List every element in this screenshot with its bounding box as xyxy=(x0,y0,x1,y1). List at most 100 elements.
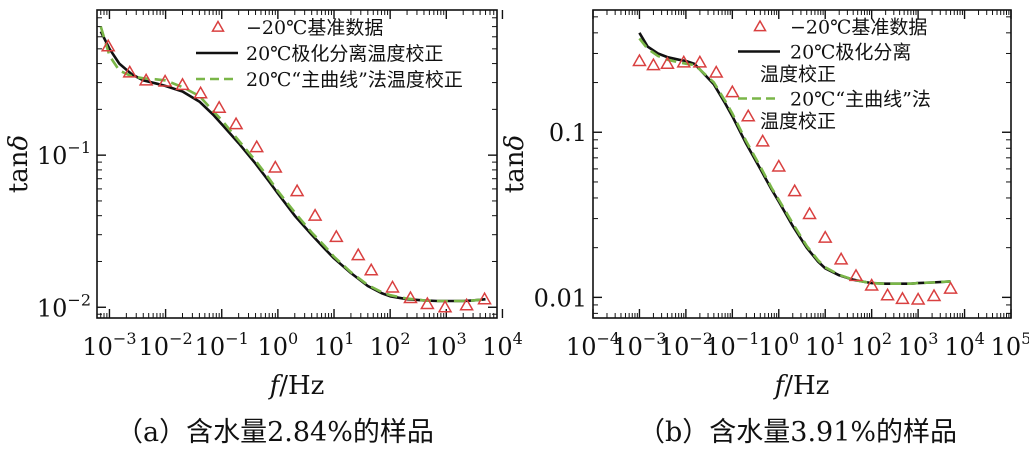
series-point xyxy=(880,287,895,301)
x-tick-exponent: −1 xyxy=(225,329,249,348)
y-tick-label: 10−1 xyxy=(37,138,91,170)
series-point xyxy=(329,229,344,243)
series-point xyxy=(437,299,453,313)
x-tick-label: 10−3 xyxy=(612,329,666,361)
x-axis-label-unit: /Hz xyxy=(279,371,324,401)
series-point xyxy=(708,65,724,78)
x-tick-label: 104 xyxy=(482,329,523,361)
y-axis-label-func: tan xyxy=(500,150,530,193)
legend-label-wrap: 温度校正 xyxy=(760,111,836,133)
plot-frame xyxy=(592,9,1012,319)
series-point xyxy=(228,116,244,130)
x-tick-exponent: 2 xyxy=(882,329,892,348)
legend-label: −20℃基准数据 xyxy=(790,17,927,39)
x-tick-exponent: −1 xyxy=(736,329,760,348)
x-tick-label: 10−3 xyxy=(82,329,136,361)
series-point xyxy=(848,268,864,282)
x-tick-exponent: −4 xyxy=(596,329,620,348)
caption-b: （b）含水量3.91%的样品 xyxy=(638,417,958,448)
minor-ticks xyxy=(593,10,1011,318)
legend-label-wrap: 温度校正 xyxy=(760,64,836,86)
x-tick-label: 103 xyxy=(898,329,939,361)
x-tick-label: 10−2 xyxy=(139,329,193,361)
x-tick-label: 10−1 xyxy=(705,329,759,361)
x-tick-exponent: 2 xyxy=(400,329,410,348)
x-tick-exponent: 4 xyxy=(513,329,523,348)
x-tick-exponent: 1 xyxy=(835,329,845,348)
x-tick-exponent: −3 xyxy=(113,329,137,348)
x-tick-exponent: 3 xyxy=(928,329,938,348)
y-axis-label-var: δ xyxy=(500,135,530,151)
series-point xyxy=(740,108,756,122)
series-point xyxy=(864,277,879,291)
x-tick-label: 100 xyxy=(258,329,299,361)
series-point xyxy=(755,133,770,147)
series-point xyxy=(307,208,323,221)
series-point xyxy=(385,279,400,293)
legend-label: 20℃“主曲线”法 xyxy=(790,89,931,111)
series-point xyxy=(660,56,675,69)
series-point xyxy=(193,85,208,99)
x-tick-exponent: −3 xyxy=(643,329,667,348)
series-point xyxy=(833,251,849,265)
x-axis-label: f/Hz xyxy=(268,371,325,401)
x-axis-label: f/Hz xyxy=(773,371,830,401)
plot-frame xyxy=(96,9,498,319)
x-tick-exponent: 4 xyxy=(975,329,985,348)
series-point xyxy=(725,84,740,98)
x-tick-exponent: 5 xyxy=(1021,329,1029,348)
x-tick-label: 100 xyxy=(758,329,799,361)
series-point xyxy=(350,247,366,261)
series-point xyxy=(943,281,958,294)
minor-ticks xyxy=(96,10,497,318)
x-tick-exponent: 3 xyxy=(456,329,466,348)
series-point xyxy=(771,159,787,172)
series-point xyxy=(175,77,190,91)
x-tick-label: 10−1 xyxy=(195,329,249,361)
legend-marker-triangle xyxy=(753,19,767,32)
series-point xyxy=(420,296,435,310)
legend-label: 20℃极化分离 xyxy=(790,42,911,64)
series-point xyxy=(138,72,154,86)
x-tick-label: 104 xyxy=(944,329,985,361)
y-axis-label-var: δ xyxy=(4,135,34,151)
y-tick-label: 10−2 xyxy=(37,290,91,322)
x-tick-label: 101 xyxy=(805,329,846,361)
y-tick-exponent: −1 xyxy=(67,138,91,157)
y-axis-label: tanδ xyxy=(4,135,34,193)
series-point xyxy=(676,54,692,68)
legend-marker-triangle xyxy=(211,19,225,32)
series-layer xyxy=(99,26,486,303)
series-point xyxy=(249,139,265,153)
series-point xyxy=(477,291,492,305)
series-point xyxy=(817,230,833,243)
y-axis-label: tanδ xyxy=(500,135,530,193)
caption-a: （a）含水量2.84%的样品 xyxy=(116,417,434,448)
x-tick-label: 102 xyxy=(370,329,411,361)
x-tick-label: 101 xyxy=(314,329,355,361)
series-point xyxy=(910,292,926,305)
x-tick-exponent: 1 xyxy=(344,329,354,348)
legend-label: 20℃极化分离温度校正 xyxy=(246,43,443,65)
y-axis-label-func: tan xyxy=(4,150,34,193)
legend-label: 20℃“主曲线”法温度校正 xyxy=(246,69,463,91)
series-point xyxy=(459,297,474,311)
series-point xyxy=(403,290,418,304)
legend: −20℃基准数据 20℃极化分离温度校正 20℃“主曲线”法温度校正 xyxy=(196,17,463,91)
x-tick-label: 102 xyxy=(851,329,892,361)
x-tick-exponent: −2 xyxy=(169,329,193,348)
plot-a: 10−3 10−2 10−1 100 101 102 103 10410−110−2f/Hzt… xyxy=(4,9,523,401)
series-point xyxy=(122,64,138,78)
series-point xyxy=(787,183,802,197)
series-point xyxy=(632,53,647,67)
y-tick-label: 0.01 xyxy=(534,284,587,312)
series-point xyxy=(289,183,305,197)
x-tick-label: 105 xyxy=(991,329,1029,361)
legend-label: −20℃基准数据 xyxy=(246,17,383,39)
y-tick-exponent: −2 xyxy=(67,290,91,309)
series-point xyxy=(363,262,379,276)
series-point xyxy=(268,159,283,173)
series-point xyxy=(895,291,910,305)
x-tick-label: 103 xyxy=(426,329,467,361)
